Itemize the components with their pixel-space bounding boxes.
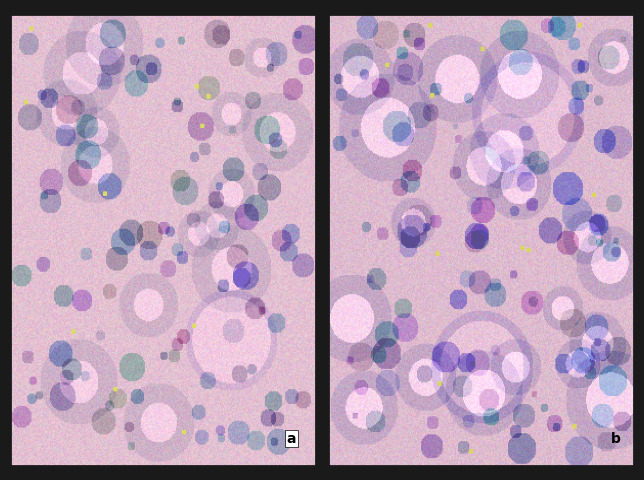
Text: a: a <box>287 432 296 445</box>
Text: b: b <box>611 432 621 445</box>
